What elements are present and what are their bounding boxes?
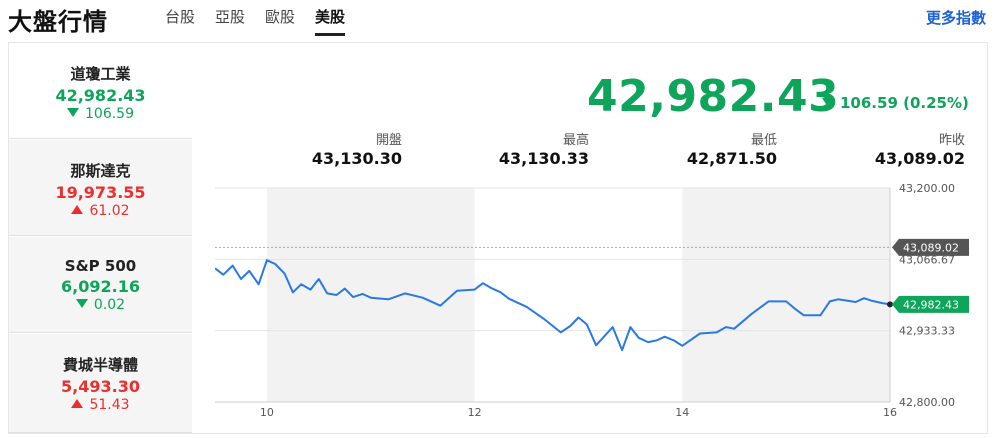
- stat-low-label: 最低: [750, 133, 777, 148]
- index-item-sp500[interactable]: S&P 500 6,092.16 0.02: [9, 237, 192, 333]
- index-item-dow-jones[interactable]: 道瓊工業 42,982.43 106.59: [9, 43, 192, 139]
- index-item-sox[interactable]: 費城半導體 5,493.30 51.43: [9, 334, 192, 433]
- more-indices-link[interactable]: 更多指數: [925, 9, 986, 27]
- previous-close-tag: [892, 238, 969, 256]
- up-arrow-icon: [71, 399, 84, 408]
- index-sidebar: 道瓊工業 42,982.43 106.59 那斯達克 19,973.55 61.…: [9, 43, 192, 433]
- hour-band: [682, 188, 890, 402]
- last-value-tag-label: 42,982.43: [903, 298, 959, 311]
- stat-prev-close-value: 43,089.02: [874, 149, 965, 168]
- tab-taiwan[interactable]: 台股: [165, 8, 196, 26]
- index-value: 42,982.43: [55, 86, 146, 105]
- index-value: 6,092.16: [61, 277, 140, 296]
- current-value: 42,982.43: [587, 71, 840, 122]
- y-tick-label: 42,800.00: [899, 396, 955, 409]
- index-change-value: 61.02: [89, 203, 130, 219]
- market-card: 道瓊工業 42,982.43 106.59 那斯達克 19,973.55 61.…: [8, 42, 988, 434]
- up-arrow-icon: [71, 205, 84, 214]
- index-change: 0.02: [9, 297, 192, 313]
- index-value: 19,973.55: [55, 183, 146, 202]
- last-value-tag: [892, 295, 969, 313]
- intraday-chart[interactable]: 43,200.00 43,066.67 42,933.33 42,800.00 10 12…: [215, 183, 985, 419]
- index-change: 106.59: [9, 106, 192, 122]
- index-name: S&P 500: [64, 257, 137, 275]
- index-change-value: 0.02: [93, 297, 126, 313]
- down-arrow-icon: [75, 299, 88, 308]
- y-tick-label: 43,066.67: [899, 253, 955, 266]
- current-change-value: 106.59 (0.25%): [840, 94, 969, 112]
- price-line: [215, 259, 891, 352]
- down-arrow-icon: [67, 108, 79, 117]
- y-tick-label: 42,933.33: [899, 325, 955, 338]
- index-name: 道瓊工業: [70, 65, 131, 83]
- x-tick-label: 14: [675, 406, 689, 419]
- header: 大盤行情 台股 亞股 歐股 美股 更多指數: [0, 0, 994, 38]
- index-change: 51.43: [9, 397, 192, 413]
- x-tick-label: 12: [468, 406, 482, 419]
- tab-us[interactable]: 美股: [315, 6, 346, 36]
- previous-close-tag-label: 43,089.02: [903, 241, 959, 254]
- index-change-value: 106.59: [85, 106, 134, 122]
- current-change: 106.59 (0.25%): [822, 94, 969, 112]
- market-tabs: 台股 亞股 歐股 美股: [165, 6, 365, 36]
- stat-high-value: 43,130.33: [498, 149, 589, 168]
- stat-low-value: 42,871.50: [686, 149, 777, 168]
- down-arrow-icon: [822, 98, 834, 107]
- index-value: 5,493.30: [61, 377, 140, 396]
- stat-high-label: 最高: [562, 133, 589, 148]
- y-tick-label: 43,200.00: [899, 183, 955, 195]
- tab-europe[interactable]: 歐股: [265, 8, 296, 26]
- index-change: 61.02: [9, 203, 192, 219]
- stat-open-value: 43,130.30: [311, 149, 402, 168]
- index-change-value: 51.43: [89, 397, 130, 413]
- hour-band: [266, 188, 475, 402]
- x-tick-label: 16: [883, 406, 897, 419]
- index-name: 費城半導體: [62, 356, 138, 374]
- index-item-nasdaq[interactable]: 那斯達克 19,973.55 61.02: [9, 140, 192, 236]
- stat-prev-close-label: 昨收: [938, 133, 965, 148]
- stat-open-label: 開盤: [375, 133, 402, 148]
- last-point: [887, 301, 893, 308]
- page-title: 大盤行情: [8, 8, 108, 36]
- tab-asia[interactable]: 亞股: [215, 8, 246, 26]
- index-name: 那斯達克: [70, 162, 131, 180]
- x-tick-label: 10: [260, 406, 274, 419]
